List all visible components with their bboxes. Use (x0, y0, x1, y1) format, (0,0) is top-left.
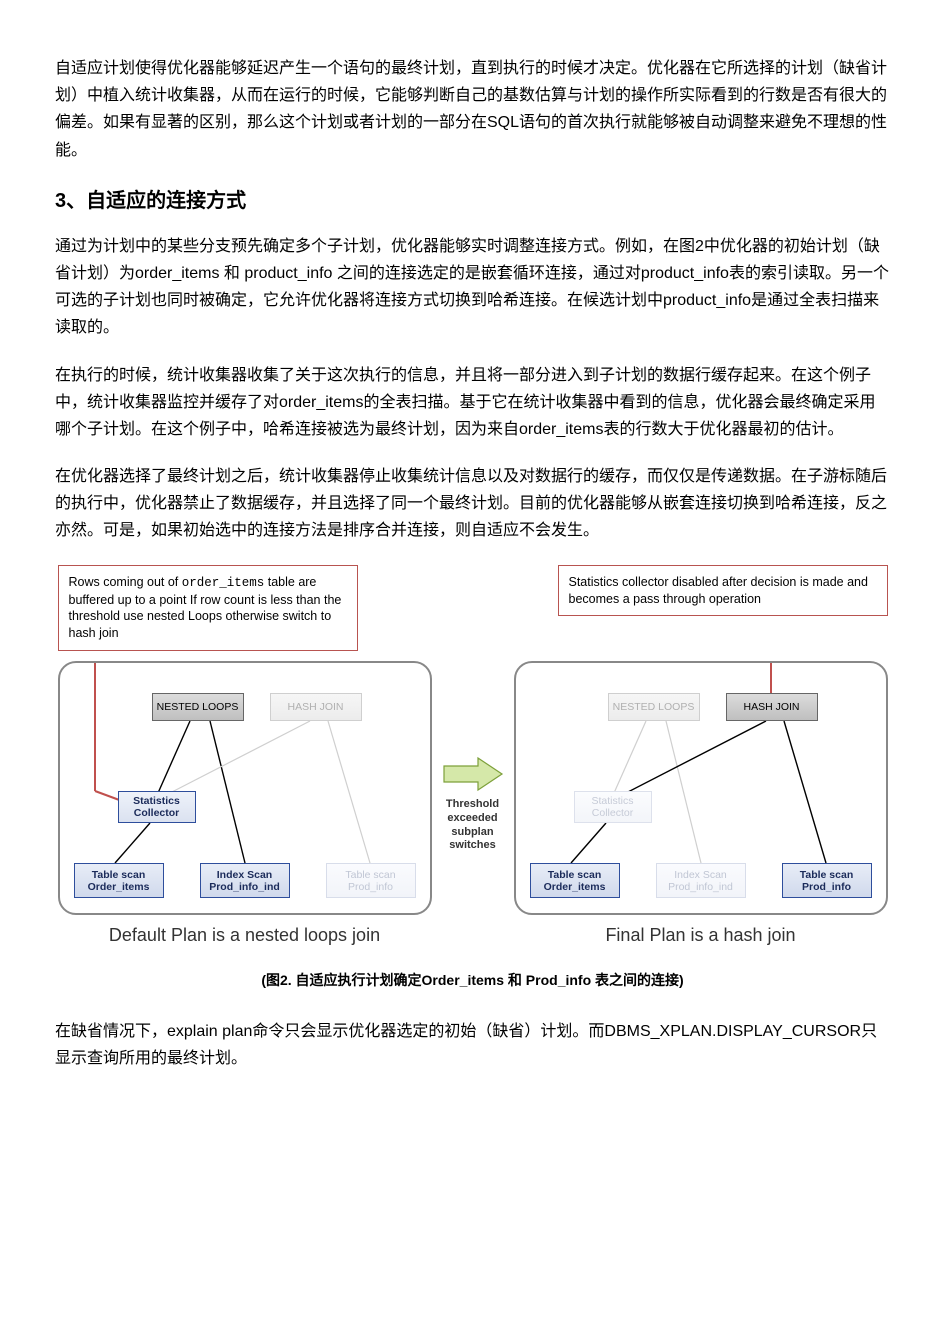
stats-collector-box: Statistics Collector (574, 791, 652, 823)
plans-row: NESTED LOOPS HASH JOIN Statistics Collec… (58, 661, 888, 946)
intro-paragraph: 自适应计划使得优化器能够延迟产生一个语句的最终计划，直到执行的时候才决定。优化器… (55, 55, 890, 164)
left-callout: Rows coming out of order_items table are… (58, 565, 358, 652)
diagram: Rows coming out of order_items table are… (58, 565, 888, 947)
hash-join-box: HASH JOIN (726, 693, 818, 721)
middle-text: Threshold exceeded subplan switches (433, 798, 513, 853)
section-heading: 3、自适应的连接方式 (55, 184, 890, 213)
right-callout: Statistics collector disabled after deci… (558, 565, 888, 617)
left-plan-caption: Default Plan is a nested loops join (58, 925, 432, 946)
figure-2: Rows coming out of order_items table are… (55, 565, 890, 947)
right-plan-panel: NESTED LOOPS HASH JOIN Statistics Collec… (514, 661, 888, 915)
leaf-order-items: Table scan Order_items (530, 863, 620, 898)
left-plan-panel: NESTED LOOPS HASH JOIN Statistics Collec… (58, 661, 432, 915)
left-plan-column: NESTED LOOPS HASH JOIN Statistics Collec… (58, 661, 432, 946)
body-paragraph-3: 在优化器选择了最终计划之后，统计收集器停止收集统计信息以及对数据行的缓存，而仅仅… (55, 463, 890, 545)
after-figure-paragraph: 在缺省情况下，explain plan命令只会显示优化器选定的初始（缺省）计划。… (55, 1018, 890, 1072)
callout-row: Rows coming out of order_items table are… (58, 565, 888, 652)
leaf-order-items: Table scan Order_items (74, 863, 164, 898)
leaf-prod-info: Table scan Prod_info (326, 863, 416, 898)
leaf-prod-info: Table scan Prod_info (782, 863, 872, 898)
nested-loops-box: NESTED LOOPS (152, 693, 244, 721)
right-plan-column: NESTED LOOPS HASH JOIN Statistics Collec… (514, 661, 888, 946)
figure-caption: (图2. 自适应执行计划确定Order_items 和 Prod_info 表之… (55, 970, 890, 990)
nested-loops-box: NESTED LOOPS (608, 693, 700, 721)
leaf-index-scan: Index Scan Prod_info_ind (656, 863, 746, 898)
right-plan-caption: Final Plan is a hash join (514, 925, 888, 946)
arrow-icon (438, 754, 508, 794)
stats-collector-box: Statistics Collector (118, 791, 196, 823)
middle-column: Threshold exceeded subplan switches (433, 754, 513, 853)
body-paragraph-2: 在执行的时候，统计收集器收集了关于这次执行的信息，并且将一部分进入到子计划的数据… (55, 362, 890, 444)
hash-join-box: HASH JOIN (270, 693, 362, 721)
body-paragraph-1: 通过为计划中的某些分支预先确定多个子计划，优化器能够实时调整连接方式。例如，在图… (55, 233, 890, 342)
leaf-index-scan: Index Scan Prod_info_ind (200, 863, 290, 898)
